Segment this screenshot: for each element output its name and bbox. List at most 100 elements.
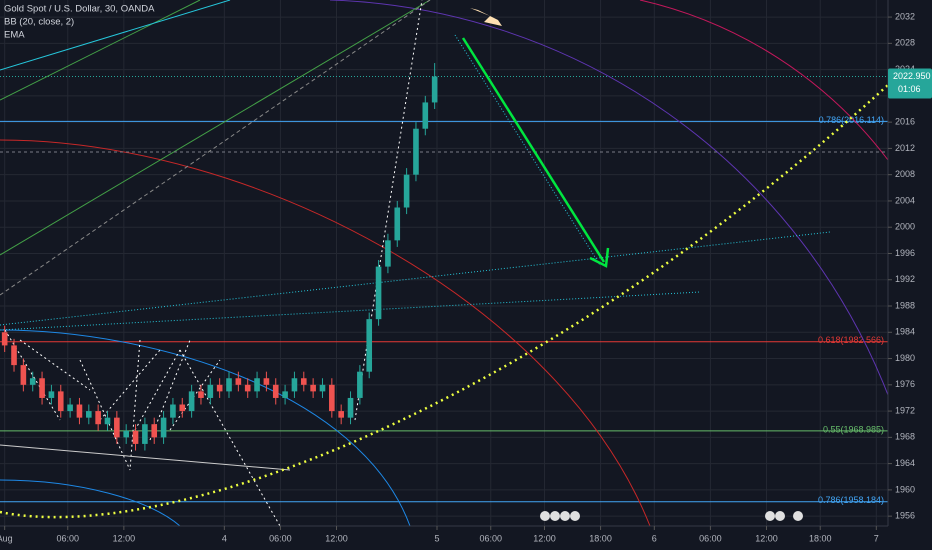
candle-body xyxy=(366,319,373,372)
x-tick-label: 06:00 xyxy=(699,533,722,543)
y-tick-label: 1980 xyxy=(895,353,915,363)
y-tick-label: 2012 xyxy=(895,143,915,153)
dotted-curve xyxy=(0,84,889,519)
candle-body xyxy=(291,378,298,392)
x-tick-label: 6 xyxy=(652,533,657,543)
last-price-label: 2022.950 xyxy=(893,71,931,81)
candle-body xyxy=(95,411,101,425)
legend-line: EMA xyxy=(4,30,25,41)
arc xyxy=(0,139,651,527)
candle-body xyxy=(48,391,55,398)
candle-body xyxy=(244,384,251,392)
candle-body xyxy=(272,384,279,398)
candle-body xyxy=(142,424,148,444)
axes: 1956 1960 1964 1968 1972 1976 1980 1984 1988 1992… xyxy=(0,11,932,543)
event-icons xyxy=(540,511,803,521)
candle-body xyxy=(403,174,410,208)
candle-body xyxy=(151,424,158,438)
x-tick-label: 06:00 xyxy=(479,533,502,543)
legend-line: BB (20, close, 2) xyxy=(4,17,74,28)
y-tick-label: 1956 xyxy=(895,511,915,521)
fib-label: 0.55(1968.985) xyxy=(823,424,884,434)
candle-body xyxy=(394,207,401,241)
x-tick-label: 06:00 xyxy=(269,533,292,543)
candle-body xyxy=(188,391,195,412)
x-axis-panel xyxy=(0,526,888,550)
y-tick-label: 1996 xyxy=(895,248,915,258)
arc xyxy=(0,329,411,527)
candle-body xyxy=(123,430,129,438)
last-price-box xyxy=(888,68,932,99)
y-tick-label: 1988 xyxy=(895,300,915,310)
y-tick-label: 2008 xyxy=(895,169,915,179)
y-tick-label: 2032 xyxy=(895,11,915,21)
candle-body xyxy=(422,102,429,129)
y-tick-label: 1984 xyxy=(895,327,915,337)
x-tick-label: Aug xyxy=(0,533,13,543)
candle-body xyxy=(329,384,335,412)
drawings xyxy=(0,0,889,527)
y-tick-label: 1968 xyxy=(895,432,915,442)
candle-body xyxy=(198,391,204,398)
candle-body xyxy=(67,404,73,412)
fib-label: 0.786(2016.114) xyxy=(819,115,884,125)
candles xyxy=(1,63,438,451)
x-tick-label: 12:00 xyxy=(533,533,556,543)
y-tick-label: 2028 xyxy=(895,38,915,48)
candle-body xyxy=(226,378,232,392)
candle-body xyxy=(20,365,27,385)
candle-body xyxy=(347,397,354,418)
pattern-line xyxy=(0,444,291,471)
x-tick-label: 06:00 xyxy=(57,533,80,543)
arc xyxy=(329,0,889,396)
x-tick-label: 12:00 xyxy=(325,533,348,543)
arc xyxy=(0,479,181,527)
candle-body xyxy=(357,371,363,398)
candle-body xyxy=(1,332,8,346)
grid: 0.786(2016.114) 0.618(1982.566) 0.55(1968.… xyxy=(0,0,888,526)
countdown: 01:06 xyxy=(898,84,921,94)
candle-body xyxy=(104,417,111,425)
y-tick-label: 1960 xyxy=(895,484,915,494)
candle-body xyxy=(235,378,242,385)
candle-body xyxy=(132,430,139,444)
trend-line xyxy=(0,0,431,296)
candle-body xyxy=(300,378,307,385)
candle-body xyxy=(310,384,316,392)
pattern-line xyxy=(4,329,281,527)
candle-body xyxy=(207,384,214,398)
trend-line xyxy=(0,0,431,256)
candle-body xyxy=(375,266,382,320)
candle-body xyxy=(11,345,17,366)
icon xyxy=(470,8,502,26)
y-tick-label: 1972 xyxy=(895,405,915,415)
fib-label: 0.618(1982.566) xyxy=(818,335,884,345)
candle-body xyxy=(431,76,438,103)
candle-body xyxy=(282,391,288,398)
x-tick-label: 5 xyxy=(434,533,439,543)
legend-line: Gold Spot / U.S. Dollar, 30, OANDA xyxy=(4,4,155,15)
candle-body xyxy=(319,384,326,392)
candle-body xyxy=(413,128,419,175)
candle-body xyxy=(29,378,36,385)
trend-line xyxy=(0,0,201,101)
y-tick-label: 2000 xyxy=(895,222,915,232)
candle-body xyxy=(114,417,120,438)
trend-line xyxy=(0,231,831,326)
x-tick-label: 7 xyxy=(874,533,879,543)
x-tick-label: 12:00 xyxy=(113,533,136,543)
x-tick-label: 12:00 xyxy=(755,533,778,543)
y-tick-label: 2016 xyxy=(895,117,915,127)
candle-body xyxy=(57,391,64,412)
fib-label: 0.786(1958.184) xyxy=(818,495,884,505)
candle-body xyxy=(39,378,45,398)
y-tick-label: 2004 xyxy=(895,195,915,205)
candle-body xyxy=(263,378,270,385)
trend-line xyxy=(454,34,601,266)
arc xyxy=(639,0,889,161)
candle-body xyxy=(76,404,83,418)
x-tick-label: 18:00 xyxy=(809,533,832,543)
candle-body xyxy=(160,417,167,438)
candle-body xyxy=(254,378,260,392)
